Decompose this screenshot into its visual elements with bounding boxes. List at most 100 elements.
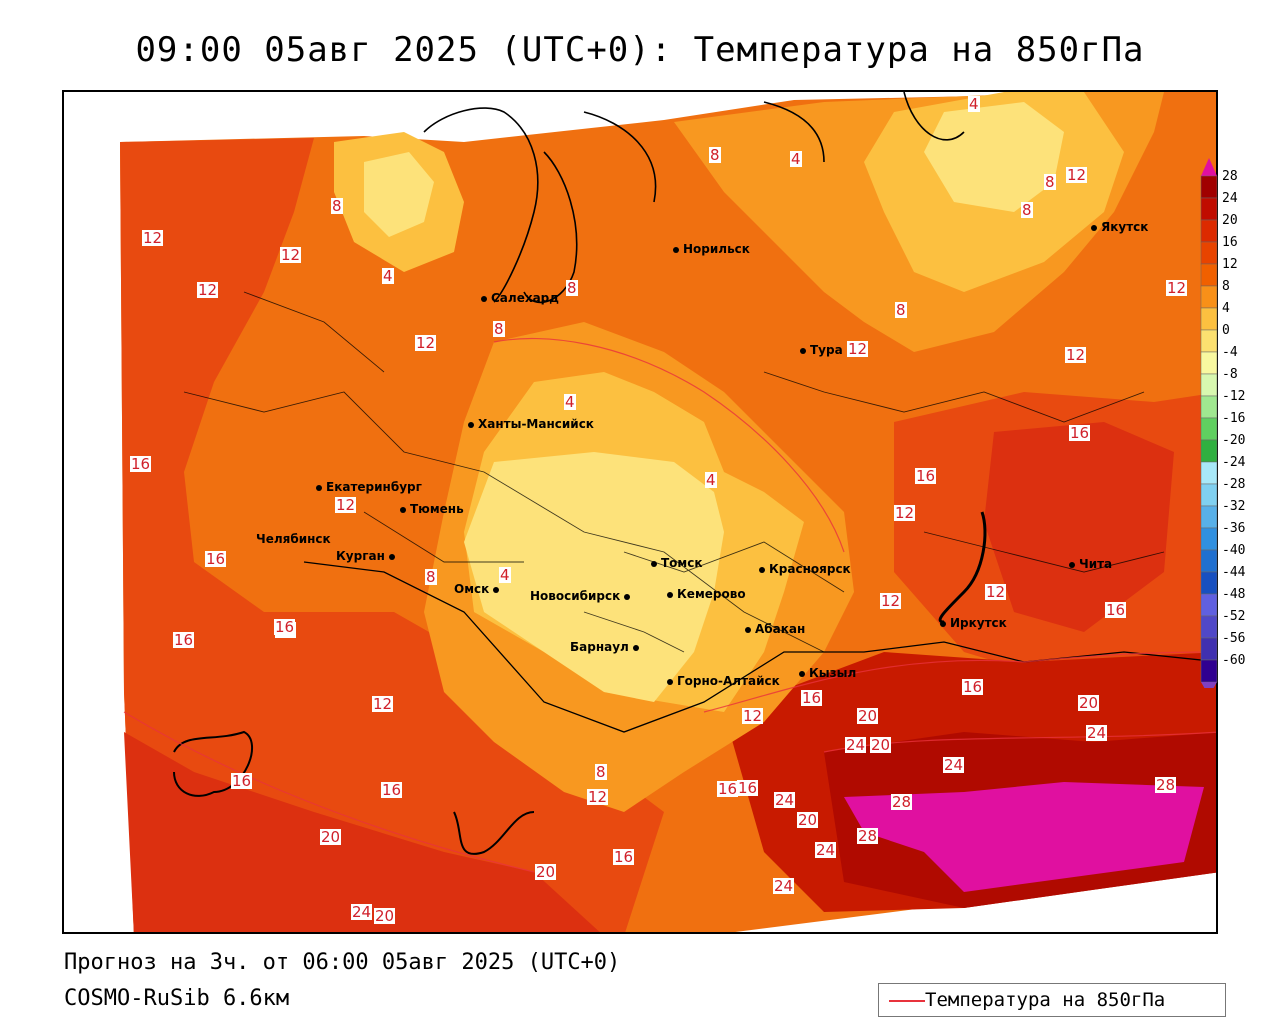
contour-label: 20 [870, 736, 892, 754]
city-omsk: Омск [454, 582, 503, 596]
city-kurgan: Курган [336, 549, 399, 563]
colorbar-segment [1200, 241, 1218, 265]
contour-label: 12 [335, 496, 357, 514]
colorbar-tick-label: -36 [1222, 521, 1246, 536]
contour-label: 12 [142, 229, 164, 247]
city-marker-icon [799, 670, 805, 677]
contour-label: 24 [815, 841, 837, 859]
region-t0-yamal [364, 152, 434, 237]
city-yekaterinburg: Екатеринбург [316, 480, 422, 494]
contour-label: 28 [857, 827, 879, 845]
colorbar-segment [1200, 527, 1218, 551]
city-barnaul: Барнаул [570, 640, 643, 654]
city-marker-icon [1069, 561, 1075, 568]
contour-label: 12 [894, 504, 916, 522]
colorbar-segment [1200, 615, 1218, 639]
colorbar-segment [1200, 417, 1218, 441]
map-title: 09:00 05авг 2025 (UTC+0): Температура на… [135, 30, 1145, 70]
city-marker-icon [316, 484, 322, 491]
colorbar-segment [1200, 659, 1218, 683]
colorbar-segment [1200, 329, 1218, 353]
colorbar-tick-label: -28 [1222, 477, 1246, 492]
city-kyzyl: Кызыл [799, 666, 856, 680]
colorbar-segment [1200, 285, 1218, 309]
region-t20-chita [984, 422, 1174, 632]
contour-label: 8 [566, 279, 578, 297]
contour-label: 8 [1044, 173, 1056, 191]
contour-label: 8 [1021, 201, 1033, 219]
contour-label: 20 [797, 811, 819, 829]
contour-label: 12 [372, 695, 394, 713]
temperature-map [120, 92, 1216, 932]
colorbar-tick-label: 16 [1222, 235, 1238, 250]
colorbar-segment [1200, 395, 1218, 419]
contour-label: 24 [1086, 724, 1108, 742]
city-novosibirsk: Новосибирск [530, 589, 634, 603]
city-khanty-mansiysk: Ханты-Мансийск [468, 417, 594, 431]
contour-label: 20 [374, 907, 396, 925]
city-tomsk: Томск [651, 556, 703, 570]
model-name: COSMO-RuSib 6.6км [64, 986, 290, 1011]
colorbar-segment [1200, 197, 1218, 221]
contour-lines [123, 337, 1216, 873]
city-marker-icon [667, 678, 673, 685]
city-gorno-altaysk: Горно-Алтайск [667, 674, 780, 688]
city-irkutsk: Иркутск [940, 616, 1007, 630]
borders-regions [183, 291, 1165, 653]
contour-label: 16 [231, 772, 253, 790]
contour-label: 24 [845, 736, 867, 754]
contour-label: 16 [737, 779, 759, 797]
colorbar-segment [1200, 637, 1218, 661]
colorbar-segment [1200, 373, 1218, 397]
colorbar-tick-label: -16 [1222, 411, 1246, 426]
contour-label: 8 [425, 568, 437, 586]
contour-label: 20 [1078, 694, 1100, 712]
city-marker-icon [632, 644, 639, 651]
contour-label: 8 [709, 146, 721, 164]
contour-label: 16 [613, 848, 635, 866]
colorbar-segment [1200, 461, 1218, 485]
city-marker-icon [745, 626, 751, 633]
contour-label: 16 [381, 781, 403, 799]
colorbar-tick-label: 8 [1222, 279, 1230, 294]
contour-label: 12 [847, 340, 869, 358]
contour-label: 4 [564, 393, 576, 411]
contour-label: 24 [773, 877, 795, 895]
city-abakan: Абакан [745, 622, 805, 636]
forecast-info: Прогноз на 3ч. от 06:00 05авг 2025 (UTC+… [64, 950, 621, 975]
map-panel[interactable]: Норильск Якутск Салехард Тура Ханты-Манс… [62, 90, 1218, 934]
city-marker-icon [481, 295, 487, 302]
contour-label: 4 [382, 267, 394, 285]
contour-label: 20 [320, 828, 342, 846]
contour-label: 16 [962, 678, 984, 696]
contour-label: 24 [774, 791, 796, 809]
contour-label: 12 [1066, 166, 1088, 184]
contour-label: 16 [717, 780, 739, 798]
contour-label: 12 [280, 246, 302, 264]
contour-label: 12 [587, 788, 609, 806]
contour-label: 16 [915, 467, 937, 485]
colorbar-segment [1200, 351, 1218, 375]
coastline-caspian [173, 730, 535, 855]
colorbar-tick-label: -40 [1222, 543, 1246, 558]
colorbar-tick-label: -12 [1222, 389, 1246, 404]
contour-label: 16 [1069, 424, 1091, 442]
contour-label: 16 [130, 455, 152, 473]
city-marker-icon [673, 246, 679, 253]
contour-label: 20 [857, 707, 879, 725]
contour-label: 16 [274, 618, 296, 636]
city-yakutsk: Якутск [1091, 220, 1148, 234]
city-norilsk: Норильск [673, 242, 750, 256]
contour-label: 12 [197, 281, 219, 299]
city-marker-icon [388, 553, 395, 560]
contour-label: 12 [415, 334, 437, 352]
coastline-arctic [423, 92, 965, 304]
contour-label: 16 [205, 550, 227, 568]
colorbar-tick-label: -32 [1222, 499, 1246, 514]
contour-label: 24 [943, 756, 965, 774]
colorbar-segment [1200, 593, 1218, 617]
colorbar-tick-label: -8 [1222, 367, 1238, 382]
city-krasnoyarsk: Красноярск [759, 562, 851, 576]
region-t28-mongolia [844, 782, 1204, 892]
city-marker-icon [1091, 224, 1097, 231]
